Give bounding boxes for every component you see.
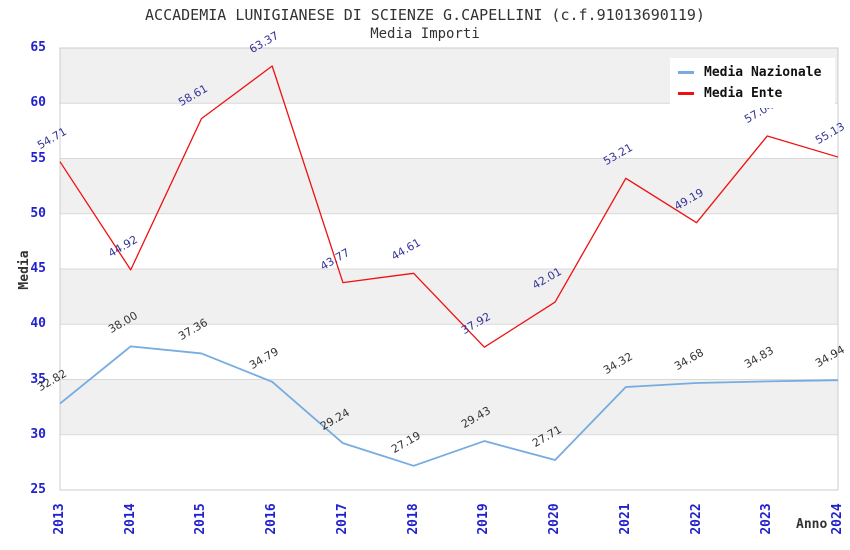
plot-band xyxy=(60,103,838,159)
y-tick-label: 30 xyxy=(30,426,46,442)
x-axis-title: Anno xyxy=(796,517,828,532)
legend-label: Media Nazionale xyxy=(704,65,822,80)
chart-title: ACCADEMIA LUNIGIANESE DI SCIENZE G.CAPEL… xyxy=(145,6,705,24)
x-tick-label: 2021 xyxy=(617,503,633,535)
legend: Media Nazionale Media Ente xyxy=(670,58,836,108)
plot-band xyxy=(60,213,838,269)
series-line-media-nazionale xyxy=(59,345,839,467)
x-tick-label: 2015 xyxy=(193,503,209,535)
y-tick-label: 50 xyxy=(30,205,46,221)
y-tick-label: 25 xyxy=(30,482,46,497)
plot-band xyxy=(60,269,838,325)
legend-item: Media Ente xyxy=(678,86,821,101)
x-tick-label: 2024 xyxy=(830,503,845,535)
plot-band xyxy=(60,158,838,214)
x-tick-label: 2013 xyxy=(52,503,67,535)
x-tick-label: 2023 xyxy=(759,503,775,535)
x-tick-label: 2018 xyxy=(405,503,421,535)
x-tick-label: 2014 xyxy=(122,503,138,535)
x-tick-label: 2019 xyxy=(476,503,492,535)
x-tick-label: 2016 xyxy=(264,503,280,535)
y-axis-title: Media xyxy=(17,250,32,290)
plot-band xyxy=(60,324,838,380)
y-tick-label: 65 xyxy=(30,40,46,55)
legend-item: Media Nazionale xyxy=(678,65,821,80)
y-tick-label: 35 xyxy=(30,371,46,387)
y-tick-label: 40 xyxy=(30,316,46,332)
plot-band xyxy=(60,379,838,435)
legend-label: Media Ente xyxy=(704,86,783,101)
legend-line-swatch xyxy=(678,92,694,95)
y-tick-label: 45 xyxy=(30,261,46,276)
legend-line-swatch xyxy=(678,71,694,74)
x-tick-label: 2020 xyxy=(547,503,563,535)
x-tick-label: 2022 xyxy=(688,503,704,535)
chart-subtitle: Media Importi xyxy=(370,26,480,42)
series-line-media-ente xyxy=(59,65,839,348)
x-tick-label: 2017 xyxy=(334,503,350,535)
y-tick-label: 60 xyxy=(30,95,46,111)
y-tick-label: 55 xyxy=(30,150,46,166)
plot-border xyxy=(59,47,839,491)
plot-band xyxy=(60,434,838,490)
